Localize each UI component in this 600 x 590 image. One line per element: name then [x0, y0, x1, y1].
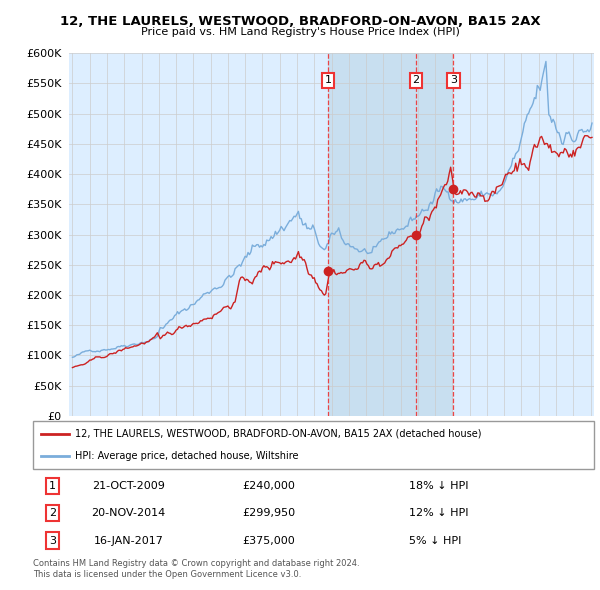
Text: 16-JAN-2017: 16-JAN-2017 [94, 536, 163, 546]
Text: 1: 1 [49, 481, 56, 491]
Text: 3: 3 [49, 536, 56, 546]
Text: 12% ↓ HPI: 12% ↓ HPI [409, 509, 469, 518]
Text: £240,000: £240,000 [242, 481, 295, 491]
Bar [328, 53, 453, 416]
Text: 3: 3 [450, 76, 457, 86]
Text: £375,000: £375,000 [242, 536, 295, 546]
Text: 21-OCT-2009: 21-OCT-2009 [92, 481, 165, 491]
Text: 18% ↓ HPI: 18% ↓ HPI [409, 481, 469, 491]
Text: 12, THE LAURELS, WESTWOOD, BRADFORD-ON-AVON, BA15 2AX (detached house): 12, THE LAURELS, WESTWOOD, BRADFORD-ON-A… [75, 429, 482, 439]
Text: 5% ↓ HPI: 5% ↓ HPI [409, 536, 461, 546]
Text: 2: 2 [413, 76, 419, 86]
Text: HPI: Average price, detached house, Wiltshire: HPI: Average price, detached house, Wilt… [75, 451, 299, 461]
Text: 2: 2 [49, 509, 56, 518]
FancyBboxPatch shape [33, 421, 594, 469]
Text: Price paid vs. HM Land Registry's House Price Index (HPI): Price paid vs. HM Land Registry's House … [140, 27, 460, 37]
Text: 1: 1 [325, 76, 332, 86]
Text: 20-NOV-2014: 20-NOV-2014 [91, 509, 166, 518]
Text: Contains HM Land Registry data © Crown copyright and database right 2024.
This d: Contains HM Land Registry data © Crown c… [33, 559, 359, 579]
Text: £299,950: £299,950 [242, 509, 295, 518]
Text: 12, THE LAURELS, WESTWOOD, BRADFORD-ON-AVON, BA15 2AX: 12, THE LAURELS, WESTWOOD, BRADFORD-ON-A… [59, 15, 541, 28]
